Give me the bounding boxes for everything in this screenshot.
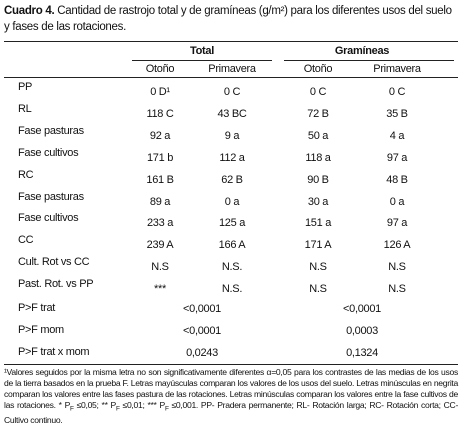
rule	[132, 60, 272, 61]
test-cell: 0,1324	[346, 346, 378, 359]
row-label: Cult. Rot vs CC	[18, 256, 90, 269]
rule	[4, 41, 458, 42]
row-label: P>F trat	[18, 302, 56, 314]
table-cell: 0 D¹	[150, 86, 170, 98]
table-cell: 97 a	[386, 217, 408, 230]
row-label: RC	[18, 168, 34, 181]
column-header: Otoño	[303, 63, 333, 75]
table-cell: 0 a	[389, 195, 405, 208]
table-cell: 118 a	[305, 151, 331, 164]
table-cell: 126 A	[383, 239, 411, 252]
table-cell: 171 b	[146, 151, 174, 164]
table-cell: 151 a	[304, 217, 332, 230]
table-cell: 92 a	[149, 129, 171, 142]
column-header: Primavera	[208, 63, 256, 75]
table-cell: 50 a	[307, 129, 329, 142]
footnote-text: ¹Valores seguidos por la misma letra no …	[4, 367, 458, 410]
footnote-text: ≤0,01; *** P	[119, 400, 166, 410]
table-cell: 166 A	[218, 239, 246, 252]
rule	[4, 364, 458, 365]
row-label: PP	[18, 81, 33, 93]
test-cell: 0,0003	[346, 324, 378, 337]
table-cell: N.S.	[221, 261, 243, 274]
table-cell: 171 A	[304, 239, 332, 252]
row-label: P>F trat x mom	[18, 345, 90, 358]
table-cell: N.S.	[221, 283, 243, 296]
table-cell: 0 C	[223, 86, 241, 98]
subscript: F	[70, 405, 74, 413]
footnote-text: ≤0,05; ** P	[73, 400, 117, 410]
table-cell: 239 A	[146, 239, 174, 252]
table-cell: 9 a	[224, 129, 240, 142]
table-cell: 72 B	[307, 107, 329, 120]
row-label: RL	[18, 102, 32, 115]
test-cell: <0,0001	[343, 303, 381, 315]
table-cell: 0 a	[224, 195, 240, 208]
row-label: CC	[18, 234, 34, 247]
table-cell: 118 C	[146, 107, 174, 120]
group-header: Gramíneas	[334, 45, 390, 57]
caption: Cuadro 4. Cantidad de rastrojo total y d…	[4, 3, 456, 35]
row-label: P>F mom	[18, 323, 64, 336]
caption-label: Cuadro 4.	[4, 5, 55, 17]
table-cell: N.S	[151, 261, 169, 274]
row-label: Fase pasturas	[18, 124, 84, 137]
row-label: Fase cultivos	[18, 212, 79, 225]
table-cell: ***	[154, 283, 166, 296]
subscript: F	[115, 405, 120, 413]
subscript: F	[164, 405, 169, 413]
table-cell: 43 BC	[217, 107, 247, 120]
rule	[4, 77, 458, 78]
table-cell: 62 B	[221, 173, 243, 186]
test-cell: 0,0243	[186, 346, 218, 359]
row-label: Past. Rot. vs PP	[18, 278, 94, 291]
table-cell: N.S	[309, 283, 327, 296]
caption-text: Cantidad de rastrojo total y de gramínea…	[4, 5, 452, 33]
table-cell: 97 a	[386, 151, 408, 164]
row-label: Fase pasturas	[18, 190, 84, 203]
rule	[284, 60, 454, 61]
column-header: Primavera	[373, 63, 421, 75]
test-cell: <0,0001	[183, 303, 221, 315]
footnote: ¹Valores seguidos por la misma letra no …	[4, 367, 458, 426]
table-cell: 89 a	[149, 195, 171, 208]
table-cell: 233 a	[146, 217, 174, 230]
table-cell: N.S	[388, 283, 406, 296]
table-cell: 35 B	[386, 107, 408, 120]
table-cell: 161 B	[146, 173, 174, 186]
table-cell: 48 B	[386, 173, 408, 186]
column-header: Otoño	[145, 63, 175, 75]
table-cell: 112 a	[219, 151, 245, 164]
group-header: Total	[190, 45, 214, 57]
table-cell: N.S	[309, 261, 327, 274]
table-cell: N.S	[388, 261, 406, 274]
table-cell: 4 a	[389, 129, 405, 142]
table-cell: 0 C	[388, 86, 406, 98]
table-cell: 0 C	[309, 86, 327, 98]
footnote-text: ≤0,001. PP- Pradera permanente; RL- Rota…	[4, 400, 459, 425]
row-label: Fase cultivos	[18, 146, 79, 159]
table-cell: 125 a	[218, 217, 246, 230]
table-cell: 30 a	[307, 195, 329, 208]
table-cell: 90 B	[307, 173, 329, 186]
test-cell: <0,0001	[183, 324, 221, 337]
